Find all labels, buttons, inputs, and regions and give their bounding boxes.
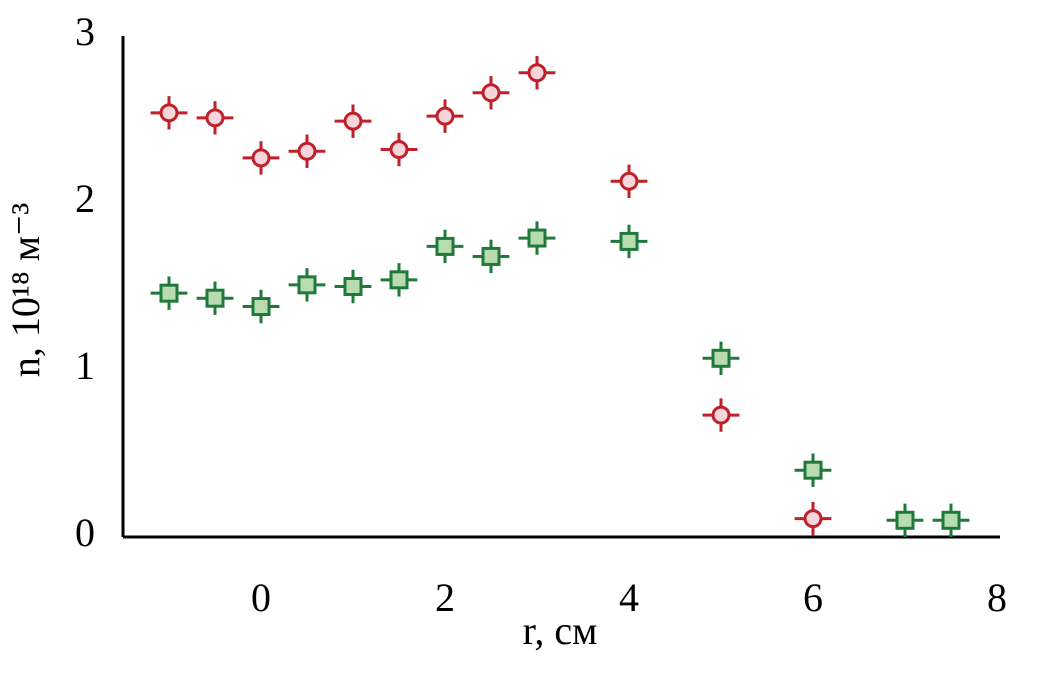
y-tick-label: 1 [75,343,95,388]
data-point [205,108,225,128]
data-point [481,83,501,103]
data-point [619,171,639,191]
data-point [895,510,915,530]
data-point [711,405,731,425]
data-point [297,141,317,161]
data-point [251,148,271,168]
x-tick-label: 0 [251,575,271,620]
x-tick-label: 8 [987,575,1007,620]
data-point [435,106,455,126]
y-tick-label: 3 [75,9,95,54]
data-point [435,236,455,256]
y-tick-label: 2 [75,176,95,221]
data-point [481,246,501,266]
data-point [711,348,731,368]
data-point [205,288,225,308]
data-point [619,231,639,251]
x-tick-label: 4 [619,575,639,620]
x-axis-label: r, см [523,608,598,653]
data-point [389,140,409,160]
y-axis-label: n, 10¹⁸ м⁻³ [3,203,48,377]
y-tick-label: 0 [75,510,95,555]
data-point [343,277,363,296]
data-point [343,111,363,131]
data-point [251,297,271,317]
data-point [527,228,547,248]
x-tick-label: 6 [803,575,823,620]
data-point [527,63,547,83]
data-point [803,509,823,529]
data-point [389,270,409,290]
x-tick-label: 2 [435,575,455,620]
data-point [941,510,961,530]
data-point [803,460,823,480]
data-point [159,283,179,303]
data-point [297,275,317,295]
data-point [159,103,179,123]
